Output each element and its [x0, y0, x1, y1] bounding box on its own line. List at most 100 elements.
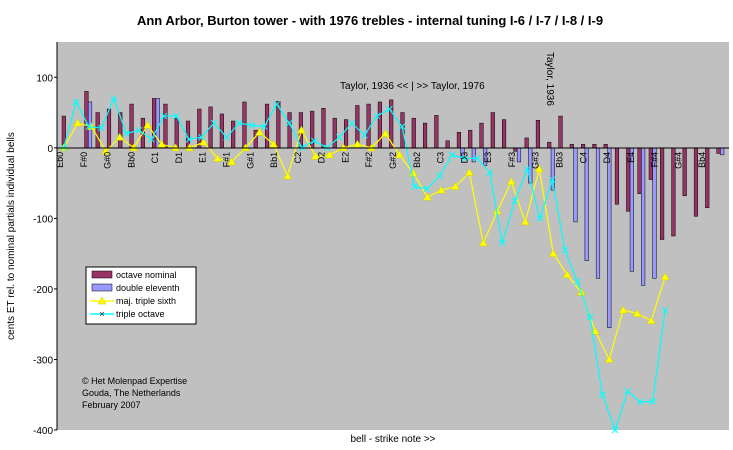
marker-maj-triple-sixth — [325, 150, 334, 159]
marker-maj-triple-sixth — [129, 143, 139, 152]
bar-double-eleventh — [584, 147, 589, 261]
marker-triple-octave — [285, 119, 293, 127]
bar-octave-nominal — [423, 122, 428, 149]
x-tick-label: G#3 — [531, 152, 541, 169]
copyright-line-2: Gouda, The Netherlands — [82, 388, 181, 398]
bar-octave-nominal — [479, 122, 484, 149]
y-tick-label: -100 — [33, 214, 53, 225]
bar-octave-nominal — [197, 108, 202, 149]
bar-double-eleventh — [607, 147, 612, 328]
y-tick-label: -300 — [33, 355, 53, 366]
marker-triple-octave — [160, 112, 168, 120]
bar-octave-nominal — [411, 117, 416, 149]
legend: octave nominal double eleventh maj. trip… — [85, 266, 197, 325]
marker-triple-octave — [536, 215, 544, 222]
taylor-rotated-annotation: Taylor, 1936 — [544, 52, 555, 106]
marker-maj-triple-sixth — [646, 316, 656, 324]
x-axis-label: bell - strike note >> — [350, 434, 435, 445]
marker-maj-triple-sixth — [157, 139, 167, 148]
copyright-note: © Het Molenpad Expertise Gouda, The Neth… — [82, 376, 187, 410]
marker-triple-octave — [123, 130, 130, 138]
marker-triple-octave — [561, 246, 569, 254]
bar-octave-nominal — [242, 101, 247, 149]
bar-octave-nominal — [434, 115, 439, 149]
marker-triple-octave — [624, 387, 631, 395]
bar-octave-nominal — [445, 140, 450, 149]
bar-octave-nominal — [535, 120, 540, 149]
x-tick-label: Bb3 — [555, 152, 565, 168]
x-tick-label: C3 — [436, 152, 446, 164]
bar-octave-nominal — [163, 103, 168, 149]
legend-label-triple-octave: triple octave — [116, 309, 165, 319]
marker-triple-octave — [198, 133, 205, 141]
marker-triple-octave — [72, 98, 80, 106]
x-tick-labels: Eb0 F#0 G#0 Bb0 C1 D1 E1 F#1 G#1 Bb1 C2 D2 E2 F#2 G#2 B… — [55, 152, 707, 169]
marker-maj-triple-sixth — [380, 129, 390, 137]
marker-triple-octave — [85, 123, 93, 131]
bar-octave-nominal — [490, 112, 495, 149]
bar-double-eleventh — [720, 147, 725, 156]
bar-double-eleventh — [629, 147, 634, 272]
bar-octave-nominal — [592, 144, 597, 149]
marker-maj-triple-sixth — [506, 177, 516, 185]
legend-label-maj-triple-sixth: maj. triple sixth — [116, 296, 176, 306]
marker-maj-triple-sixth — [311, 151, 320, 160]
bar-octave-nominal — [569, 144, 574, 149]
x-tick-label: C2 — [293, 152, 303, 164]
legend-label-double-eleventh: double eleventh — [116, 283, 180, 293]
bar-octave-nominal — [502, 119, 507, 149]
x-tick-label: E1 — [198, 152, 208, 163]
copyright-line-3: February 2007 — [82, 400, 141, 410]
marker-triple-octave — [649, 398, 656, 406]
marker-maj-triple-sixth — [367, 143, 376, 152]
marker-maj-triple-sixth — [171, 143, 181, 152]
bar-octave-nominal — [716, 147, 721, 154]
marker-maj-triple-sixth — [185, 143, 195, 152]
marker-triple-octave — [436, 172, 443, 180]
marker-triple-octave — [336, 133, 343, 141]
bar-double-eleventh — [471, 147, 476, 163]
marker-triple-octave — [511, 197, 519, 205]
marker-triple-octave — [173, 112, 180, 120]
marker-maj-triple-sixth — [227, 157, 236, 166]
x-tick-label: Bb2 — [412, 152, 422, 168]
marker-maj-triple-sixth — [436, 185, 446, 194]
bar-octave-nominal — [332, 117, 337, 149]
marker-maj-triple-sixth — [255, 127, 264, 136]
marker-maj-triple-sixth — [590, 326, 600, 335]
y-tick-labels: -400 -300 -200 -100 0 100 — [33, 73, 57, 437]
marker-triple-octave — [110, 95, 118, 102]
bar-octave-nominal — [129, 103, 134, 149]
marker-triple-octave — [210, 119, 218, 127]
marker-triple-octave — [448, 151, 456, 159]
x-tick-label: D2 — [317, 152, 327, 164]
x-tick-label: D3 — [459, 152, 469, 164]
marker-triple-octave — [411, 183, 418, 190]
bar-octave-nominal — [614, 147, 620, 205]
y-tick-label: -400 — [33, 426, 53, 437]
marker-maj-triple-sixth — [478, 238, 488, 247]
marker-maj-triple-sixth — [548, 249, 558, 257]
x-tick-label: G#0 — [103, 152, 113, 169]
marker-maj-triple-sixth — [632, 309, 642, 317]
marker-triple-octave — [235, 119, 243, 127]
bar-octave-nominal — [456, 132, 461, 149]
marker-maj-triple-sixth — [450, 182, 460, 190]
bar-double-eleventh — [595, 147, 601, 279]
x-tick-label: F#0 — [79, 152, 89, 168]
y-axis-label: cents ET rel. to nominal partials indivi… — [6, 132, 17, 340]
lines-layer — [59, 95, 670, 434]
marker-triple-octave — [223, 133, 230, 141]
bar-double-eleventh — [641, 147, 646, 286]
y-tick-label: 0 — [47, 144, 53, 155]
bar-octave-nominal — [174, 117, 179, 149]
x-tick-label: C4 — [578, 152, 588, 164]
marker-maj-triple-sixth — [422, 192, 432, 201]
x-tick-label: F#2 — [364, 152, 374, 168]
marker-triple-octave — [348, 119, 356, 127]
marker-maj-triple-sixth — [241, 143, 250, 152]
marker-triple-octave — [398, 123, 406, 131]
marker-maj-triple-sixth — [199, 137, 209, 146]
marker-maj-triple-sixth — [269, 139, 278, 148]
